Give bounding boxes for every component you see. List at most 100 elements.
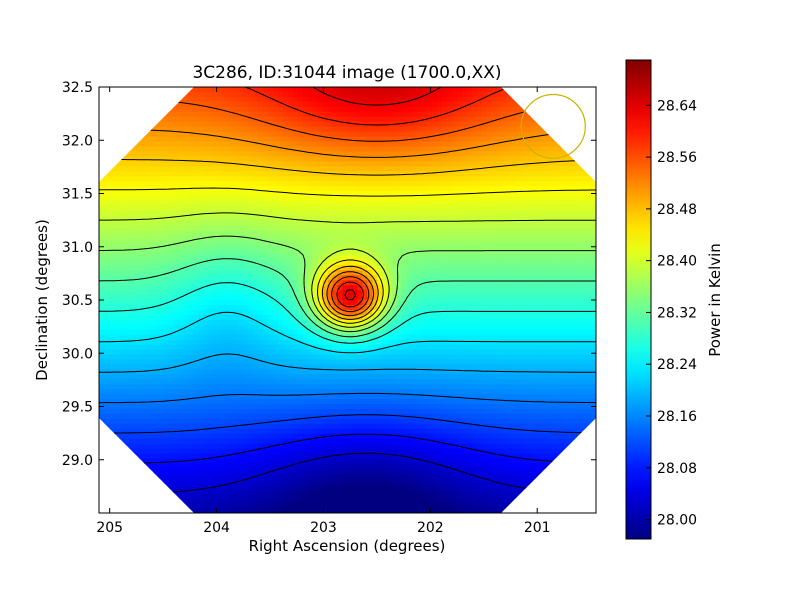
heatmap-cell [173, 235, 180, 242]
heatmap-cell [267, 329, 274, 336]
heatmap-cell [133, 156, 140, 162]
heatmap-cell [332, 210, 339, 217]
heatmap-cell [372, 319, 378, 326]
heatmap-cell [173, 151, 180, 157]
heatmap-cell [591, 225, 596, 232]
heatmap-cell [158, 250, 165, 257]
heatmap-cell [561, 240, 567, 247]
heatmap-cell [163, 171, 170, 177]
heatmap-cell [387, 314, 393, 321]
heatmap-cell [153, 176, 160, 182]
heatmap-cell [466, 116, 473, 123]
heatmap-cell [451, 91, 458, 98]
heatmap-cell [402, 230, 408, 237]
heatmap-cell [471, 121, 478, 128]
heatmap-cell [516, 290, 523, 296]
heatmap-cell [476, 141, 483, 148]
heatmap-cell [501, 101, 508, 108]
heatmap-cell [541, 195, 547, 202]
heatmap-cell [412, 121, 418, 128]
heatmap-cell [163, 235, 170, 242]
heatmap-cell [203, 245, 209, 252]
heatmap-cell [436, 151, 443, 157]
heatmap-cell [253, 255, 259, 261]
heatmap-cell [297, 240, 304, 247]
heatmap-cell [486, 245, 493, 252]
heatmap-cell [511, 205, 518, 212]
heatmap-cell [158, 295, 165, 301]
heatmap-cell [193, 156, 199, 162]
heatmap-cell [491, 324, 498, 331]
heatmap-cell [402, 166, 408, 172]
heatmap-cell [561, 270, 567, 276]
heatmap-cell [103, 141, 110, 148]
heatmap-cell [168, 146, 175, 152]
heatmap-cell [476, 285, 483, 291]
heatmap-cell [322, 111, 329, 118]
heatmap-cell [506, 111, 513, 118]
heatmap-cell [412, 280, 418, 286]
heatmap-cell [272, 116, 279, 123]
heatmap-cell [516, 230, 523, 237]
heatmap-cell [441, 255, 448, 261]
heatmap-cell [362, 250, 368, 257]
heatmap-cell [128, 260, 135, 266]
heatmap-cell [536, 166, 542, 172]
heatmap-cell [377, 161, 383, 167]
heatmap-cell [168, 91, 175, 98]
heatmap-cell [178, 290, 185, 296]
heatmap-cell [451, 295, 458, 301]
heatmap-cell [168, 215, 175, 222]
heatmap-cell [213, 106, 219, 113]
heatmap-cell [357, 191, 364, 197]
heatmap-cell [178, 275, 185, 281]
heatmap-cell [267, 290, 274, 296]
heatmap-cell [511, 141, 518, 148]
heatmap-cell [476, 235, 483, 242]
heatmap-cell [143, 151, 150, 157]
heatmap-cell [516, 319, 523, 326]
heatmap-cell [461, 314, 468, 321]
heatmap-cell [267, 324, 274, 331]
heatmap-cell [253, 235, 259, 242]
heatmap-cell [158, 171, 165, 177]
heatmap-cell [496, 111, 503, 118]
heatmap-cell [511, 275, 518, 281]
heatmap-cell [481, 151, 488, 157]
heatmap-cell [446, 101, 453, 108]
heatmap-cell [556, 314, 562, 321]
heatmap-cell [506, 176, 513, 182]
heatmap-cell [108, 285, 115, 291]
heatmap-cell [521, 186, 528, 192]
heatmap-cell [436, 220, 443, 227]
heatmap-cell [556, 171, 562, 177]
heatmap-cell [292, 91, 299, 98]
heatmap-cell [218, 314, 224, 321]
heatmap-cell [486, 270, 493, 276]
heatmap-cell [541, 151, 547, 157]
heatmap-cell [576, 191, 582, 197]
heatmap-cell [99, 195, 105, 202]
heatmap-cell [148, 319, 155, 326]
heatmap-cell [317, 146, 324, 152]
heatmap-cell [412, 156, 418, 162]
heatmap-cell [382, 106, 388, 113]
heatmap-cell [123, 151, 130, 157]
heatmap-cell [546, 87, 552, 93]
heatmap-cell [496, 91, 503, 98]
heatmap-cell [561, 151, 567, 157]
heatmap-cell [277, 245, 284, 252]
heatmap-cell [556, 200, 562, 207]
heatmap-cell [382, 225, 388, 232]
heatmap-cell [238, 304, 244, 311]
heatmap-cell [451, 126, 458, 133]
heatmap-cell [302, 285, 309, 291]
heatmap-cell [99, 116, 105, 123]
heatmap-cell [481, 225, 488, 232]
heatmap-cell [347, 146, 354, 152]
heatmap-cell [317, 111, 324, 118]
heatmap-cell [248, 250, 254, 257]
heatmap-cell [581, 275, 587, 281]
heatmap-cell [412, 116, 418, 123]
heatmap-cell [456, 131, 463, 138]
